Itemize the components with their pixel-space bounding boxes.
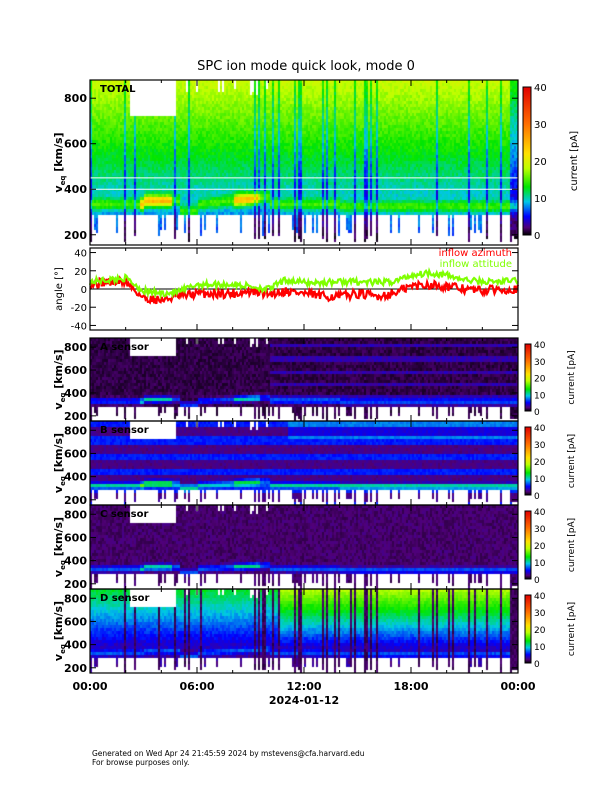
colorbar-tick-label: 20 bbox=[534, 458, 546, 468]
x-tick-label: 12:00 bbox=[286, 680, 321, 693]
y-tick-label: 600 bbox=[64, 531, 87, 544]
y-axis-label: angle [°] bbox=[54, 267, 65, 311]
colorbar-tick-label: 0 bbox=[534, 660, 540, 670]
colorbar-tick-label: 10 bbox=[534, 194, 547, 205]
colorbar-tick-label: 30 bbox=[534, 441, 546, 451]
colorbar-tick-label: 40 bbox=[534, 341, 546, 351]
y-tick-label: 200 bbox=[64, 410, 87, 423]
y-tick-label: 400 bbox=[64, 387, 87, 400]
y-tick-label: 400 bbox=[64, 639, 87, 652]
colorbar-tick-label: 10 bbox=[534, 559, 546, 569]
spectrogram-b bbox=[90, 421, 518, 505]
panel-label-d: D sensor bbox=[100, 593, 149, 604]
colorbar-label: current [pA] bbox=[567, 518, 577, 572]
colorbar-tick-label: 0 bbox=[534, 576, 540, 586]
spectrogram-c bbox=[90, 505, 518, 589]
y-tick-label: 400 bbox=[64, 183, 87, 196]
panel-frame-d bbox=[89, 588, 519, 674]
y-axis-label: veq [km/s] bbox=[52, 349, 67, 409]
y-tick-label: 40 bbox=[74, 249, 87, 260]
x-tick-label: 00:00 bbox=[72, 680, 107, 693]
legend-azimuth: inflow azimuth bbox=[439, 248, 512, 259]
panel-frame-a bbox=[89, 337, 519, 422]
y-tick-label: 600 bbox=[64, 615, 87, 628]
colorbar-tick-label: 30 bbox=[534, 358, 546, 368]
panel-frame-b bbox=[89, 420, 519, 506]
y-tick-label: 0 bbox=[81, 285, 87, 296]
y-tick-label: 600 bbox=[64, 364, 87, 377]
panel-label-b: B sensor bbox=[100, 425, 149, 436]
y-axis-label: veq [km/s] bbox=[52, 433, 67, 493]
colorbar-c bbox=[524, 510, 532, 580]
x-tick-label: 06:00 bbox=[179, 680, 214, 693]
y-tick-label: 800 bbox=[64, 592, 87, 605]
colorbar-tick-label: 0 bbox=[534, 408, 540, 418]
y-tick-label: 200 bbox=[64, 662, 87, 675]
y-tick-label: 20 bbox=[74, 267, 87, 278]
colorbar-tick-label: 20 bbox=[534, 542, 546, 552]
y-tick-label: 200 bbox=[64, 578, 87, 591]
y-tick-label: 800 bbox=[64, 424, 87, 437]
panel-frame-total bbox=[89, 79, 519, 246]
panel-frame-c bbox=[89, 504, 519, 590]
panel-label-a: A sensor bbox=[100, 342, 149, 353]
inflow-azimuth-line bbox=[89, 275, 520, 305]
colorbar-label: current [pA] bbox=[567, 434, 577, 488]
y-tick-label: 400 bbox=[64, 471, 87, 484]
colorbar-tick-label: 40 bbox=[534, 83, 547, 94]
x-tick-label: 00:00 bbox=[500, 680, 535, 693]
footer-browse: For browse purposes only. bbox=[92, 758, 190, 767]
legend-attitude: inflow attitude bbox=[440, 259, 512, 270]
inflow-attitude-line bbox=[88, 267, 519, 300]
y-tick-label: 800 bbox=[64, 92, 87, 105]
spectrogram-d bbox=[90, 589, 518, 673]
colorbar-tick-label: 30 bbox=[534, 525, 546, 535]
colorbar-tick-label: 20 bbox=[534, 157, 547, 168]
colorbar-tick-label: 30 bbox=[534, 609, 546, 619]
colorbar-tick-label: 0 bbox=[534, 492, 540, 502]
colorbar-tick-label: 40 bbox=[534, 424, 546, 434]
y-axis-label: veq [km/s] bbox=[52, 132, 67, 192]
colorbar-tick-label: 20 bbox=[534, 375, 546, 385]
footer-generated: Generated on Wed Apr 24 21:45:59 2024 by… bbox=[92, 749, 365, 758]
y-tick-label: 800 bbox=[64, 508, 87, 521]
y-axis-label: veq [km/s] bbox=[52, 517, 67, 577]
colorbar-total bbox=[522, 86, 532, 236]
colorbar-tick-label: 10 bbox=[534, 643, 546, 653]
colorbar-tick-label: 30 bbox=[534, 120, 547, 131]
colorbar-a bbox=[524, 343, 532, 412]
y-tick-label: 200 bbox=[64, 494, 87, 507]
colorbar-tick-label: 0 bbox=[534, 231, 540, 242]
colorbar-tick-label: 10 bbox=[534, 391, 546, 401]
y-tick-label: 800 bbox=[64, 341, 87, 354]
panel-label-total: TOTAL bbox=[100, 84, 136, 95]
colorbar-d bbox=[524, 594, 532, 664]
colorbar-b bbox=[524, 426, 532, 496]
y-axis-label: veq [km/s] bbox=[52, 601, 67, 661]
y-tick-label: 200 bbox=[64, 229, 87, 242]
colorbar-tick-label: 10 bbox=[534, 475, 546, 485]
y-tick-label: -20 bbox=[71, 303, 87, 314]
y-tick-label: 600 bbox=[64, 447, 87, 460]
y-tick-label: 400 bbox=[64, 555, 87, 568]
colorbar-tick-label: 40 bbox=[534, 592, 546, 602]
y-tick-label: -40 bbox=[71, 321, 87, 332]
figure-title: SPC ion mode quick look, mode 0 bbox=[197, 59, 415, 74]
colorbar-tick-label: 40 bbox=[534, 508, 546, 518]
colorbar-label: current [pA] bbox=[567, 602, 577, 656]
colorbar-tick-label: 20 bbox=[534, 626, 546, 636]
spectrogram-a bbox=[90, 338, 518, 421]
colorbar-label: current [pA] bbox=[569, 131, 580, 191]
y-tick-label: 600 bbox=[64, 138, 87, 151]
panel-label-c: C sensor bbox=[100, 509, 148, 520]
spectrogram-total bbox=[90, 80, 518, 245]
x-tick-label: 18:00 bbox=[393, 680, 428, 693]
x-axis-date: 2024-01-12 bbox=[269, 694, 339, 707]
colorbar-label: current [pA] bbox=[567, 350, 577, 404]
